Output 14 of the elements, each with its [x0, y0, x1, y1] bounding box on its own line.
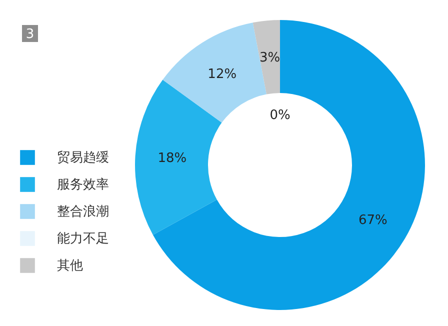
legend-label: 能力不足 — [57, 232, 109, 246]
legend-label: 贸易趋缓 — [57, 150, 109, 166]
text: 0% — [270, 108, 290, 123]
donut-slice — [152, 20, 425, 310]
legend-label: 其他 — [57, 258, 83, 274]
donut-slice — [252, 20, 280, 94]
data-label: 18% — [158, 151, 187, 166]
data-label: 3% — [260, 50, 280, 66]
donut-slice — [135, 80, 222, 235]
data-label: 12% — [208, 66, 237, 82]
legend-label: 整合浪潮 — [57, 204, 109, 220]
legend-label: 服务效率 — [57, 176, 109, 192]
data-label: 67% — [358, 212, 388, 228]
text: 3 — [26, 27, 34, 42]
